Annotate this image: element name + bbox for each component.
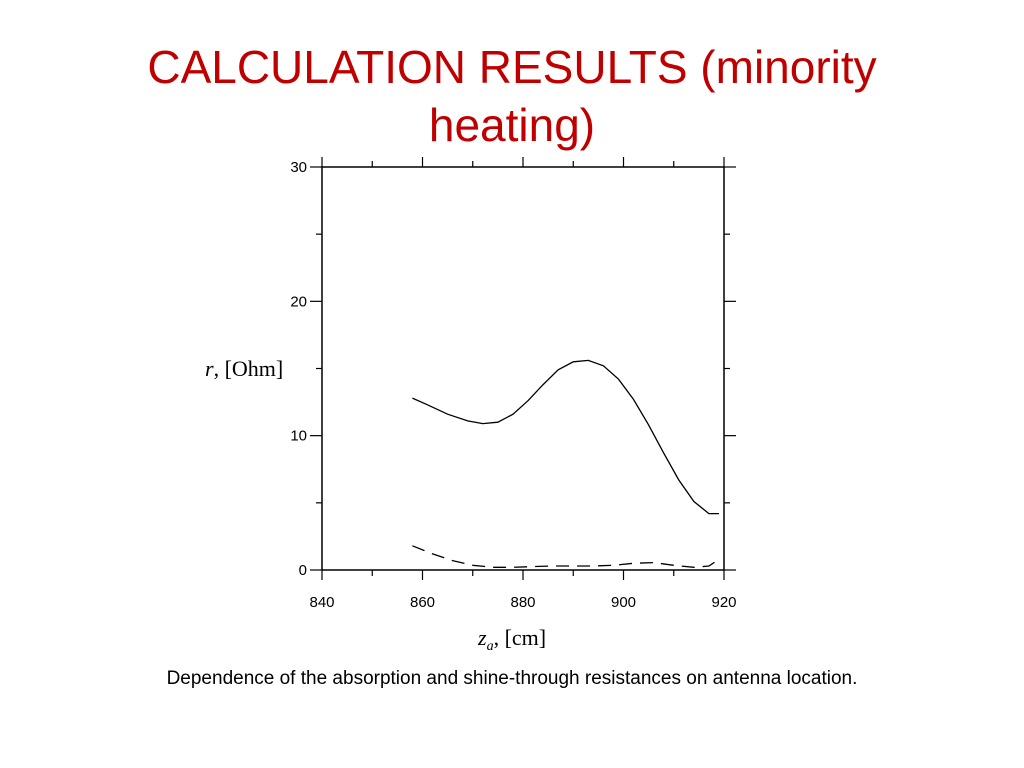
- x-axis-unit: , [cm]: [494, 625, 547, 650]
- plot-frame: [321, 166, 725, 571]
- y-tick-label: 30: [290, 159, 307, 176]
- slide-title-line2: heating): [428, 99, 596, 151]
- axis-ticks: [310, 157, 736, 580]
- series-line-dashed: [412, 545, 720, 568]
- x-axis-label: za, [cm]: [477, 625, 546, 654]
- y-tick-label: 0: [299, 562, 307, 579]
- y-axis-label: r, [Ohm]: [205, 356, 283, 381]
- x-tick-label: 900: [611, 594, 636, 611]
- x-tick-label: 840: [309, 594, 334, 611]
- x-tick-label: 920: [711, 594, 736, 611]
- slide-title-line1: CALCULATION RESULTS (minority: [147, 41, 877, 93]
- y-tick-label: 10: [290, 428, 307, 445]
- slide-title: CALCULATION RESULTS (minority heating): [0, 38, 1024, 154]
- series-layer: [412, 359, 720, 568]
- slide-caption: Dependence of the absorption and shine-t…: [166, 668, 858, 689]
- series-line-solid: [412, 359, 719, 515]
- x-tick-label: 880: [510, 594, 535, 611]
- y-axis-unit: , [Ohm]: [214, 356, 284, 381]
- x-axis-subscript: a: [487, 639, 494, 654]
- x-tick-label: 860: [410, 594, 435, 611]
- y-tick-label: 20: [290, 293, 307, 310]
- x-axis-symbol: z: [477, 625, 487, 650]
- y-axis-symbol: r: [205, 356, 214, 381]
- tick-labels: 840 860 880 900 920 0 10 20 30: [290, 159, 736, 611]
